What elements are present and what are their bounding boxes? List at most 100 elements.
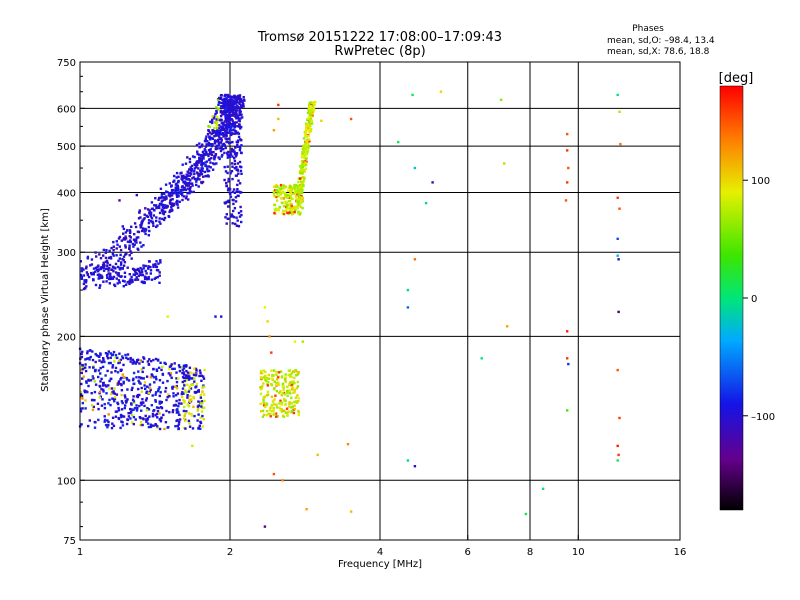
echo-point	[121, 355, 124, 358]
echo-point	[180, 189, 183, 192]
echo-point	[238, 145, 242, 148]
echo-point	[289, 197, 292, 200]
echo-point	[268, 377, 271, 380]
echo-point	[158, 196, 161, 200]
echo-point	[139, 241, 142, 244]
echo-point	[119, 263, 123, 266]
echo-point	[143, 404, 146, 408]
echo-point	[236, 125, 239, 128]
echo-point	[195, 160, 199, 163]
echo-point	[160, 193, 164, 196]
echo-point	[164, 390, 167, 393]
echo-point	[133, 243, 136, 246]
echo-point	[200, 405, 203, 408]
echo-point	[230, 149, 234, 153]
echo-point	[182, 373, 186, 376]
echo-point	[406, 306, 410, 309]
echo-point	[195, 369, 198, 372]
echo-point	[188, 168, 191, 171]
echo-point	[187, 198, 190, 201]
echo-point	[123, 275, 127, 278]
x-tick-label: 16	[674, 547, 687, 558]
echo-point	[233, 159, 237, 163]
echo-point	[117, 406, 120, 410]
echo-point	[288, 401, 291, 404]
echo-point	[128, 247, 131, 250]
echo-point	[176, 192, 179, 195]
echo-point	[148, 229, 151, 233]
echo-point	[229, 151, 232, 154]
echo-point	[305, 122, 308, 125]
echo-point	[196, 419, 199, 422]
echo-point	[186, 403, 189, 406]
echo-point	[101, 365, 105, 369]
echo-point	[181, 371, 184, 375]
echo-point	[120, 400, 124, 403]
echo-point	[174, 191, 177, 194]
echo-point	[309, 111, 312, 114]
echo-point	[211, 150, 214, 154]
echo-point	[223, 98, 227, 102]
echo-point	[91, 408, 95, 412]
echo-point	[201, 162, 205, 165]
echo-point	[81, 367, 84, 371]
echo-point	[281, 201, 284, 205]
echo-point	[81, 366, 84, 369]
echo-point	[191, 383, 195, 386]
echo-point	[148, 383, 152, 386]
echo-point	[305, 153, 309, 156]
echo-point	[185, 195, 188, 198]
echo-point	[144, 229, 147, 232]
echo-point	[118, 257, 121, 260]
echo-point	[182, 392, 185, 395]
echo-point	[299, 171, 302, 175]
echo-point	[92, 267, 96, 270]
echo-point	[99, 372, 102, 375]
echo-point	[87, 378, 90, 382]
echo-point	[221, 148, 224, 151]
echo-point	[293, 404, 296, 407]
echo-point	[242, 96, 245, 99]
echo-point	[105, 392, 108, 395]
echo-point	[233, 152, 237, 155]
echo-point	[112, 248, 115, 252]
echo-point	[199, 427, 202, 430]
echo-point	[214, 121, 217, 124]
echo-point	[136, 230, 140, 233]
echo-point	[229, 192, 232, 195]
echo-point	[110, 392, 113, 396]
echo-point	[184, 427, 187, 430]
echo-point	[301, 340, 304, 343]
echo-point	[117, 274, 120, 277]
echo-point	[94, 283, 98, 287]
echo-point	[102, 261, 105, 264]
echo-point	[238, 109, 241, 112]
echo-point	[186, 174, 189, 178]
echo-point	[154, 357, 158, 361]
echo-point	[217, 103, 220, 106]
echo-point	[200, 167, 203, 170]
echo-point	[216, 140, 219, 143]
echo-point	[107, 256, 111, 260]
echo-point	[104, 260, 108, 263]
echo-point	[182, 367, 186, 370]
echo-point	[228, 129, 231, 132]
echo-point	[284, 411, 288, 414]
echo-point	[295, 374, 298, 377]
echo-point	[191, 377, 194, 380]
x-tick-label: 10	[572, 547, 585, 558]
echo-point	[165, 398, 168, 402]
echo-point	[109, 255, 112, 259]
echo-point	[135, 404, 138, 407]
echo-point	[147, 277, 150, 281]
echo-point	[296, 373, 300, 376]
echo-point	[213, 142, 217, 145]
x-tick-label: 8	[527, 547, 533, 558]
echo-point	[218, 147, 222, 150]
echo-point	[155, 378, 158, 381]
echo-point	[177, 195, 180, 198]
echo-point	[223, 94, 226, 98]
echo-point	[164, 421, 168, 424]
echo-point	[232, 100, 235, 103]
echo-point	[142, 366, 145, 370]
